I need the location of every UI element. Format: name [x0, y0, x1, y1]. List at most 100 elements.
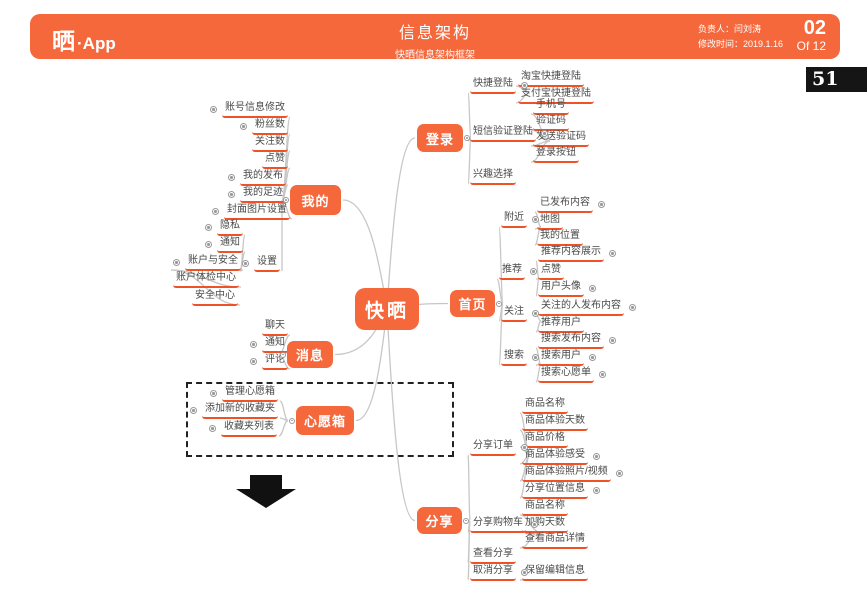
collapse-marker-icon[interactable] [240, 123, 247, 130]
collapse-marker-icon[interactable] [209, 425, 216, 432]
topic-cart-detail[interactable]: 查看商品详情 [522, 533, 588, 549]
collapse-marker-icon[interactable] [589, 285, 596, 292]
expander-icon[interactable] [463, 517, 469, 524]
collapse-marker-icon[interactable] [530, 268, 537, 275]
topic-home-follow[interactable]: 关注 [501, 306, 527, 322]
collapse-marker-icon[interactable] [531, 521, 538, 528]
collapse-marker-icon[interactable] [609, 337, 616, 344]
topic-mine-fans[interactable]: 粉丝数 [252, 119, 288, 135]
collapse-marker-icon[interactable] [212, 208, 219, 215]
node-b-mine[interactable]: 我的 [290, 185, 341, 215]
collapse-marker-icon[interactable] [532, 216, 539, 223]
topic-order-feel[interactable]: 商品体验感受 [522, 449, 588, 465]
collapse-marker-icon[interactable] [210, 106, 217, 113]
node-b-msg[interactable]: 消息 [287, 341, 333, 368]
topic-mine-track[interactable]: 我的足迹 [240, 187, 286, 203]
topic-share-cancel[interactable]: 取消分享 [470, 565, 516, 581]
node-b-wish[interactable]: 心愿箱 [296, 406, 354, 435]
topic-rec-show[interactable]: 推荐内容展示 [538, 246, 604, 262]
topic-home-search[interactable]: 搜索 [501, 350, 527, 366]
collapse-marker-icon[interactable] [205, 224, 212, 231]
collapse-marker-icon[interactable] [609, 250, 616, 257]
collapse-marker-icon[interactable] [521, 444, 528, 451]
topic-mine-likes[interactable]: 点赞 [262, 153, 288, 169]
topic-search-content[interactable]: 搜索发布内容 [538, 333, 604, 349]
topic-quick-taobao[interactable]: 淘宝快捷登陆 [518, 71, 584, 87]
topic-set-privacy[interactable]: 隐私 [217, 220, 243, 236]
collapse-marker-icon[interactable] [228, 174, 235, 181]
collapse-marker-icon[interactable] [532, 354, 539, 361]
topic-share-order[interactable]: 分享订单 [470, 440, 516, 456]
expander-icon[interactable] [280, 351, 286, 358]
node-b-home[interactable]: 首页 [450, 290, 495, 317]
topic-mine-cover[interactable]: 封面图片设置 [224, 204, 290, 220]
topic-order-media[interactable]: 商品体验照片/视频 [522, 466, 611, 482]
topic-sec-check[interactable]: 账户体检中心 [173, 272, 239, 288]
topic-rec-like[interactable]: 点赞 [538, 264, 564, 280]
collapse-marker-icon[interactable] [593, 487, 600, 494]
collapse-marker-icon[interactable] [250, 358, 257, 365]
topic-order-days[interactable]: 商品体验天数 [522, 415, 588, 431]
topic-nearby-published[interactable]: 已发布内容 [537, 197, 593, 213]
topic-msg-notify[interactable]: 通知 [262, 337, 288, 353]
topic-mine-pub[interactable]: 我的发布 [240, 170, 286, 186]
topic-cancel-keep[interactable]: 保留编辑信息 [522, 565, 588, 581]
topic-quick-alipay[interactable]: 支付宝快捷登陆 [518, 88, 594, 104]
topic-cart-days[interactable]: 加购天数 [522, 517, 568, 533]
collapse-marker-icon[interactable] [173, 259, 180, 266]
topic-follow-content[interactable]: 关注的人发布内容 [538, 300, 624, 316]
topic-login-sms[interactable]: 短信验证登陆 [470, 126, 536, 142]
expander-icon[interactable] [464, 135, 470, 141]
topic-msg-chat[interactable]: 聊天 [262, 320, 288, 336]
topic-wish-manage[interactable]: 管理心愿箱 [222, 386, 278, 402]
collapse-marker-icon[interactable] [228, 191, 235, 198]
node-b-share[interactable]: 分享 [417, 507, 462, 534]
topic-sms-phone[interactable]: 手机号 [533, 99, 569, 115]
topic-follow-users[interactable]: 推荐用户 [538, 317, 584, 333]
expander-icon[interactable] [496, 300, 502, 307]
topic-home-nearby[interactable]: 附近 [501, 212, 527, 228]
topic-set-notify[interactable]: 通知 [217, 237, 243, 253]
topic-sms-btn[interactable]: 登录按钮 [533, 147, 579, 163]
collapse-marker-icon[interactable] [521, 569, 528, 576]
node-b-login[interactable]: 登录 [417, 124, 463, 152]
collapse-marker-icon[interactable] [589, 354, 596, 361]
collapse-marker-icon[interactable] [521, 82, 528, 89]
node-center[interactable]: 快晒 [355, 288, 419, 330]
topic-share-view[interactable]: 查看分享 [470, 548, 516, 564]
topic-nearby-map[interactable]: 地图 [537, 214, 563, 230]
topic-login-interest[interactable]: 兴趣选择 [470, 169, 516, 185]
topic-mine-follows[interactable]: 关注数 [252, 136, 288, 152]
collapse-marker-icon[interactable] [242, 260, 249, 267]
topic-order-name[interactable]: 商品名称 [522, 398, 568, 414]
collapse-marker-icon[interactable] [616, 470, 623, 477]
topic-login-quick[interactable]: 快捷登陆 [470, 78, 516, 94]
expander-icon[interactable] [283, 197, 289, 203]
topic-home-rec[interactable]: 推荐 [499, 264, 525, 280]
collapse-marker-icon[interactable] [532, 310, 539, 317]
topic-search-wish[interactable]: 搜索心愿单 [538, 367, 594, 383]
collapse-marker-icon[interactable] [210, 390, 217, 397]
collapse-marker-icon[interactable] [205, 241, 212, 248]
topic-nearby-location[interactable]: 我的位置 [537, 230, 583, 246]
topic-cart-name[interactable]: 商品名称 [522, 500, 568, 516]
topic-search-user[interactable]: 搜索用户 [538, 350, 584, 366]
collapse-marker-icon[interactable] [250, 341, 257, 348]
topic-sec-center[interactable]: 安全中心 [192, 290, 238, 306]
topic-order-loc[interactable]: 分享位置信息 [522, 483, 588, 499]
topic-set-security[interactable]: 账户与安全 [185, 255, 241, 271]
topic-wish-list[interactable]: 收藏夹列表 [221, 421, 277, 437]
topic-wish-add[interactable]: 添加新的收藏夹 [202, 403, 278, 419]
collapse-marker-icon[interactable] [541, 130, 548, 137]
topic-sms-code[interactable]: 验证码 [533, 115, 569, 131]
topic-msg-comment[interactable]: 评论 [262, 354, 288, 370]
topic-sms-send[interactable]: 发送验证码 [533, 131, 589, 147]
expander-icon[interactable] [289, 417, 295, 424]
topic-share-cart[interactable]: 分享购物车 [470, 517, 526, 533]
topic-order-price[interactable]: 商品价格 [522, 432, 568, 448]
collapse-marker-icon[interactable] [190, 407, 197, 414]
topic-rec-avatar[interactable]: 用户头像 [538, 281, 584, 297]
collapse-marker-icon[interactable] [598, 201, 605, 208]
collapse-marker-icon[interactable] [629, 304, 636, 311]
topic-mine-account[interactable]: 账号信息修改 [222, 102, 288, 118]
